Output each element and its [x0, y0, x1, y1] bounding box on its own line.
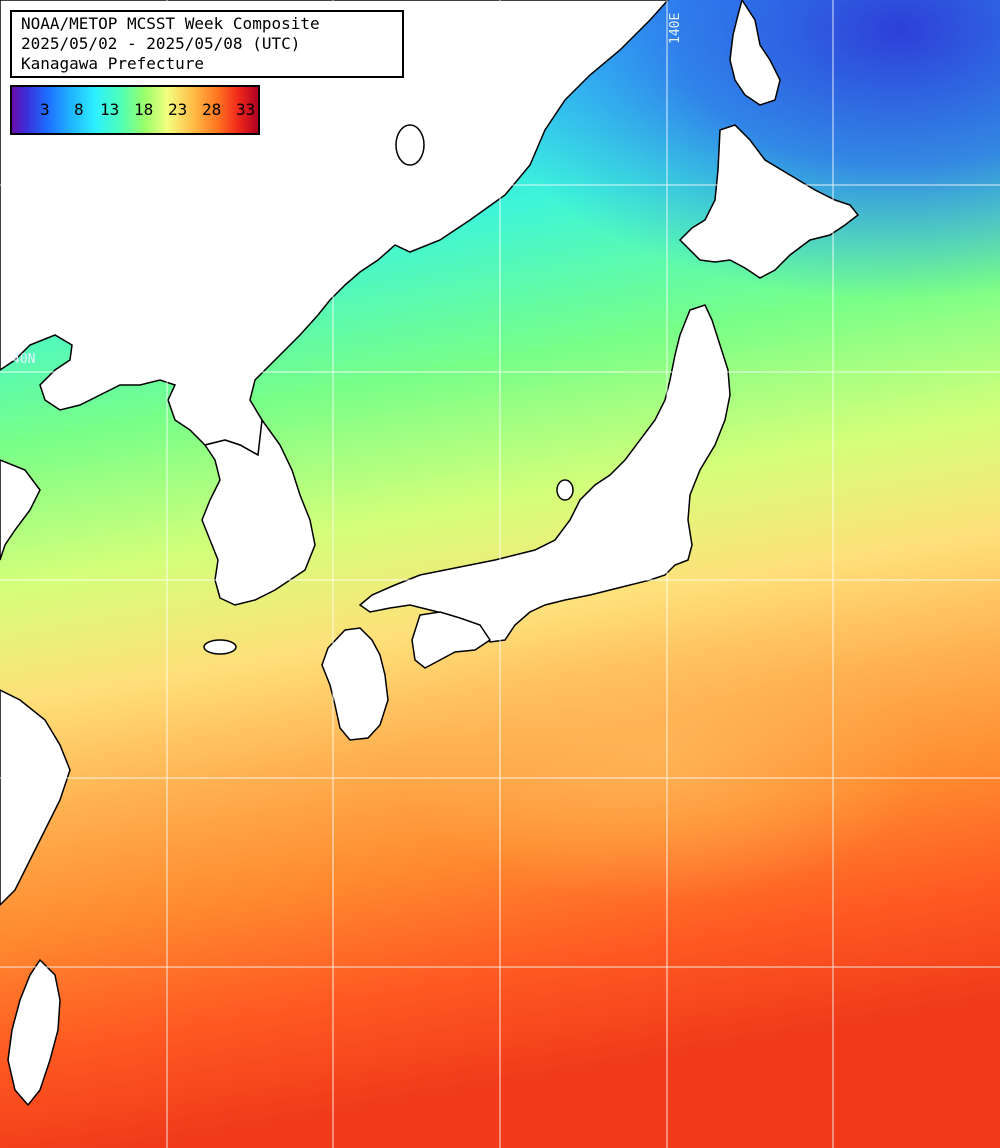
taiwan — [7, 958, 61, 1107]
legend-tick: 8 — [74, 100, 84, 119]
china-south-coast — [0, 689, 71, 907]
title-box: NOAA/METOP MCSST Week Composite 2025/05/… — [10, 10, 404, 78]
legend-tick: 28 — [202, 100, 222, 119]
title-line-date-range: 2025/05/02 - 2025/05/08 (UTC) — [21, 34, 301, 53]
hokkaido — [678, 124, 860, 279]
sakhalin — [729, 0, 781, 106]
korean-peninsula — [201, 417, 316, 606]
kyushu — [321, 627, 389, 741]
china-coast — [0, 459, 41, 561]
title-line-region: Kanagawa Prefecture — [21, 54, 205, 73]
shikoku — [411, 611, 492, 669]
temperature-colorbar: 3 8 13 18 23 28 33 — [10, 85, 260, 135]
legend-tick: 23 — [168, 100, 188, 119]
legend-tick: 3 — [40, 100, 50, 119]
legend-tick: 33 — [236, 100, 256, 119]
lat-label-40n: 40N — [12, 352, 36, 367]
title-line-product: NOAA/METOP MCSST Week Composite — [21, 14, 320, 33]
moneron-island — [395, 124, 425, 166]
legend-tick: 18 — [134, 100, 154, 119]
legend-tick: 13 — [100, 100, 120, 119]
lon-label-140e: 140E — [668, 12, 683, 44]
sado-island — [556, 479, 574, 501]
jeju-island — [203, 639, 237, 655]
